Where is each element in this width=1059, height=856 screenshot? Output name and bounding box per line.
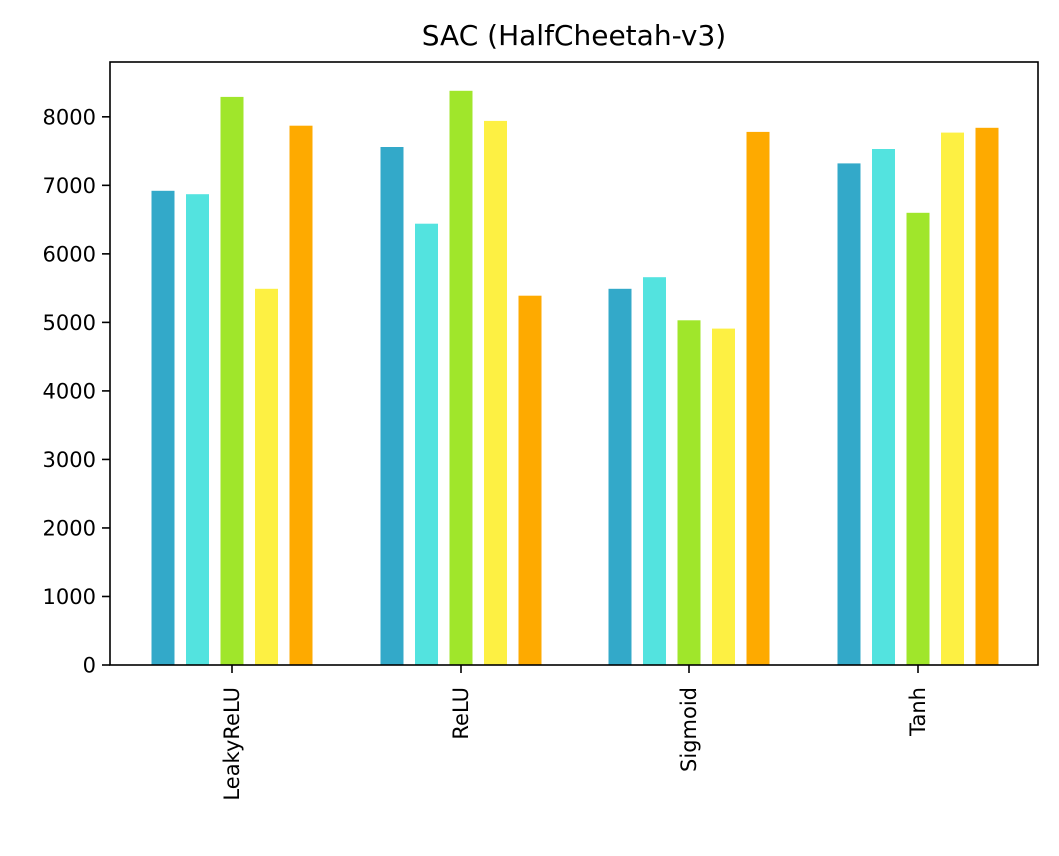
bars-layer (151, 90, 999, 666)
y-tick-label: 5000 (43, 311, 96, 335)
bar-sigmoid-s5 (746, 131, 770, 665)
bar-leakyrelu-s5 (289, 125, 313, 665)
y-tick-label: 4000 (43, 379, 96, 403)
y-tick-label: 3000 (43, 448, 96, 472)
bar-relu-s3 (449, 90, 473, 666)
x-axis: LeakyReLU ReLU Sigmoid Tanh (220, 665, 930, 801)
bar-leakyrelu-s1 (151, 190, 175, 666)
y-tick-label: 2000 (43, 516, 96, 540)
x-tick-label-relu: ReLU (449, 687, 473, 740)
plot-frame (109, 61, 1039, 666)
y-axis: 0 1000 2000 3000 4000 5000 6000 7000 8000 (43, 105, 110, 678)
bar-sigmoid-s1 (608, 288, 632, 665)
bar-sigmoid-s4 (712, 328, 735, 665)
bar-sigmoid-s3 (677, 320, 701, 665)
bar-leakyrelu-s4 (255, 288, 278, 665)
bar-relu-s2 (415, 223, 438, 665)
x-tick-label-leakyrelu: LeakyReLU (220, 687, 244, 801)
bar-tanh-s5 (975, 127, 999, 666)
bar-relu-s4 (484, 120, 507, 665)
bar-tanh-s4 (941, 132, 964, 666)
bar-tanh-s1 (837, 163, 861, 665)
bar-leakyrelu-s2 (186, 194, 209, 665)
bar-leakyrelu-s3 (220, 96, 244, 665)
chart-title: SAC (HalfCheetah-v3) (422, 19, 726, 52)
x-tick-label-sigmoid: Sigmoid (677, 687, 701, 772)
y-tick-label: 1000 (43, 585, 96, 609)
bar-relu-s5 (518, 295, 542, 665)
x-tick-label-tanh: Tanh (906, 687, 930, 737)
bar-relu-s1 (380, 147, 404, 665)
bar-sigmoid-s2 (643, 277, 666, 665)
y-tick-label: 7000 (43, 174, 96, 198)
bar-tanh-s2 (872, 149, 895, 665)
y-tick-label: 8000 (43, 105, 96, 129)
bar-tanh-s3 (906, 212, 930, 666)
y-tick-label: 6000 (43, 242, 96, 266)
y-tick-label: 0 (83, 654, 96, 678)
